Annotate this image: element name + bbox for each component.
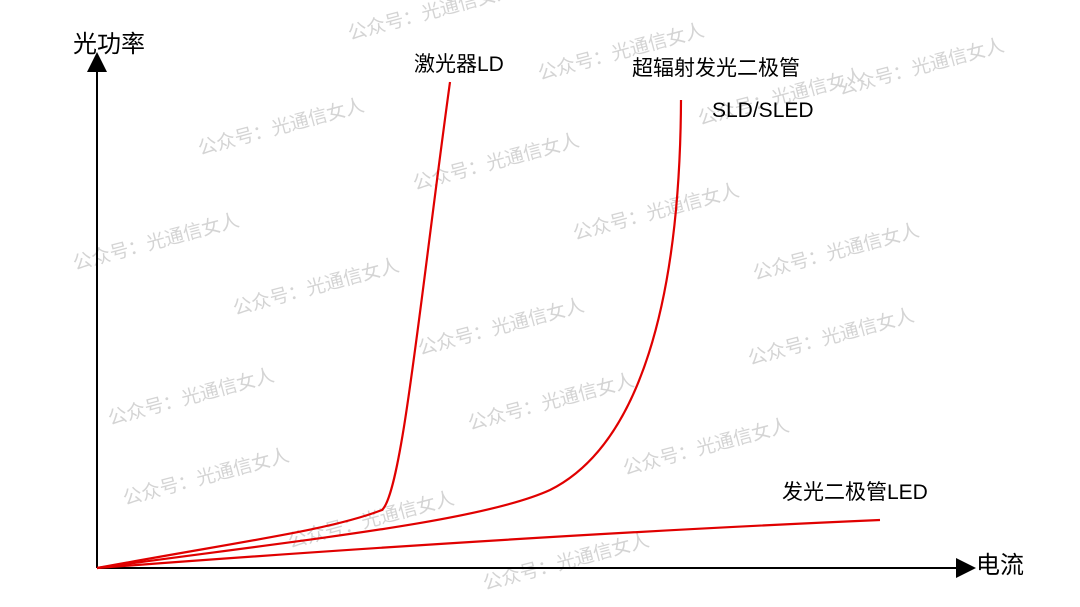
watermark: 公众号：光通信女人	[346, 0, 517, 45]
ld-curve	[96, 81, 452, 570]
sld-label-line2: SLD/SLED	[712, 99, 814, 122]
watermark: 公众号：光通信女人	[746, 304, 917, 370]
ld-label: 激光器LD	[414, 53, 504, 76]
watermark: 公众号：光通信女人	[751, 219, 922, 285]
watermarks: 公众号：光通信女人公众号：光通信女人公众号：光通信女人公众号：光通信女人公众号：…	[71, 0, 1007, 595]
led-curve	[96, 518, 881, 570]
watermark: 公众号：光通信女人	[571, 179, 742, 245]
sld-curve	[96, 99, 683, 570]
watermark: 公众号：光通信女人	[416, 294, 587, 360]
watermark: 公众号：光通信女人	[466, 369, 637, 435]
watermark: 公众号：光通信女人	[121, 444, 292, 510]
watermark: 公众号：光通信女人	[231, 254, 402, 320]
watermark: 公众号：光通信女人	[196, 94, 367, 160]
watermark: 公众号：光通信女人	[106, 364, 277, 430]
y-axis-label: 光功率	[73, 31, 145, 58]
x-axis-label: 电流	[976, 552, 1024, 579]
led-label: 发光二极管LED	[782, 481, 928, 504]
watermark: 公众号：光通信女人	[621, 414, 792, 480]
sld-label: 超辐射发光二极管	[632, 57, 800, 80]
